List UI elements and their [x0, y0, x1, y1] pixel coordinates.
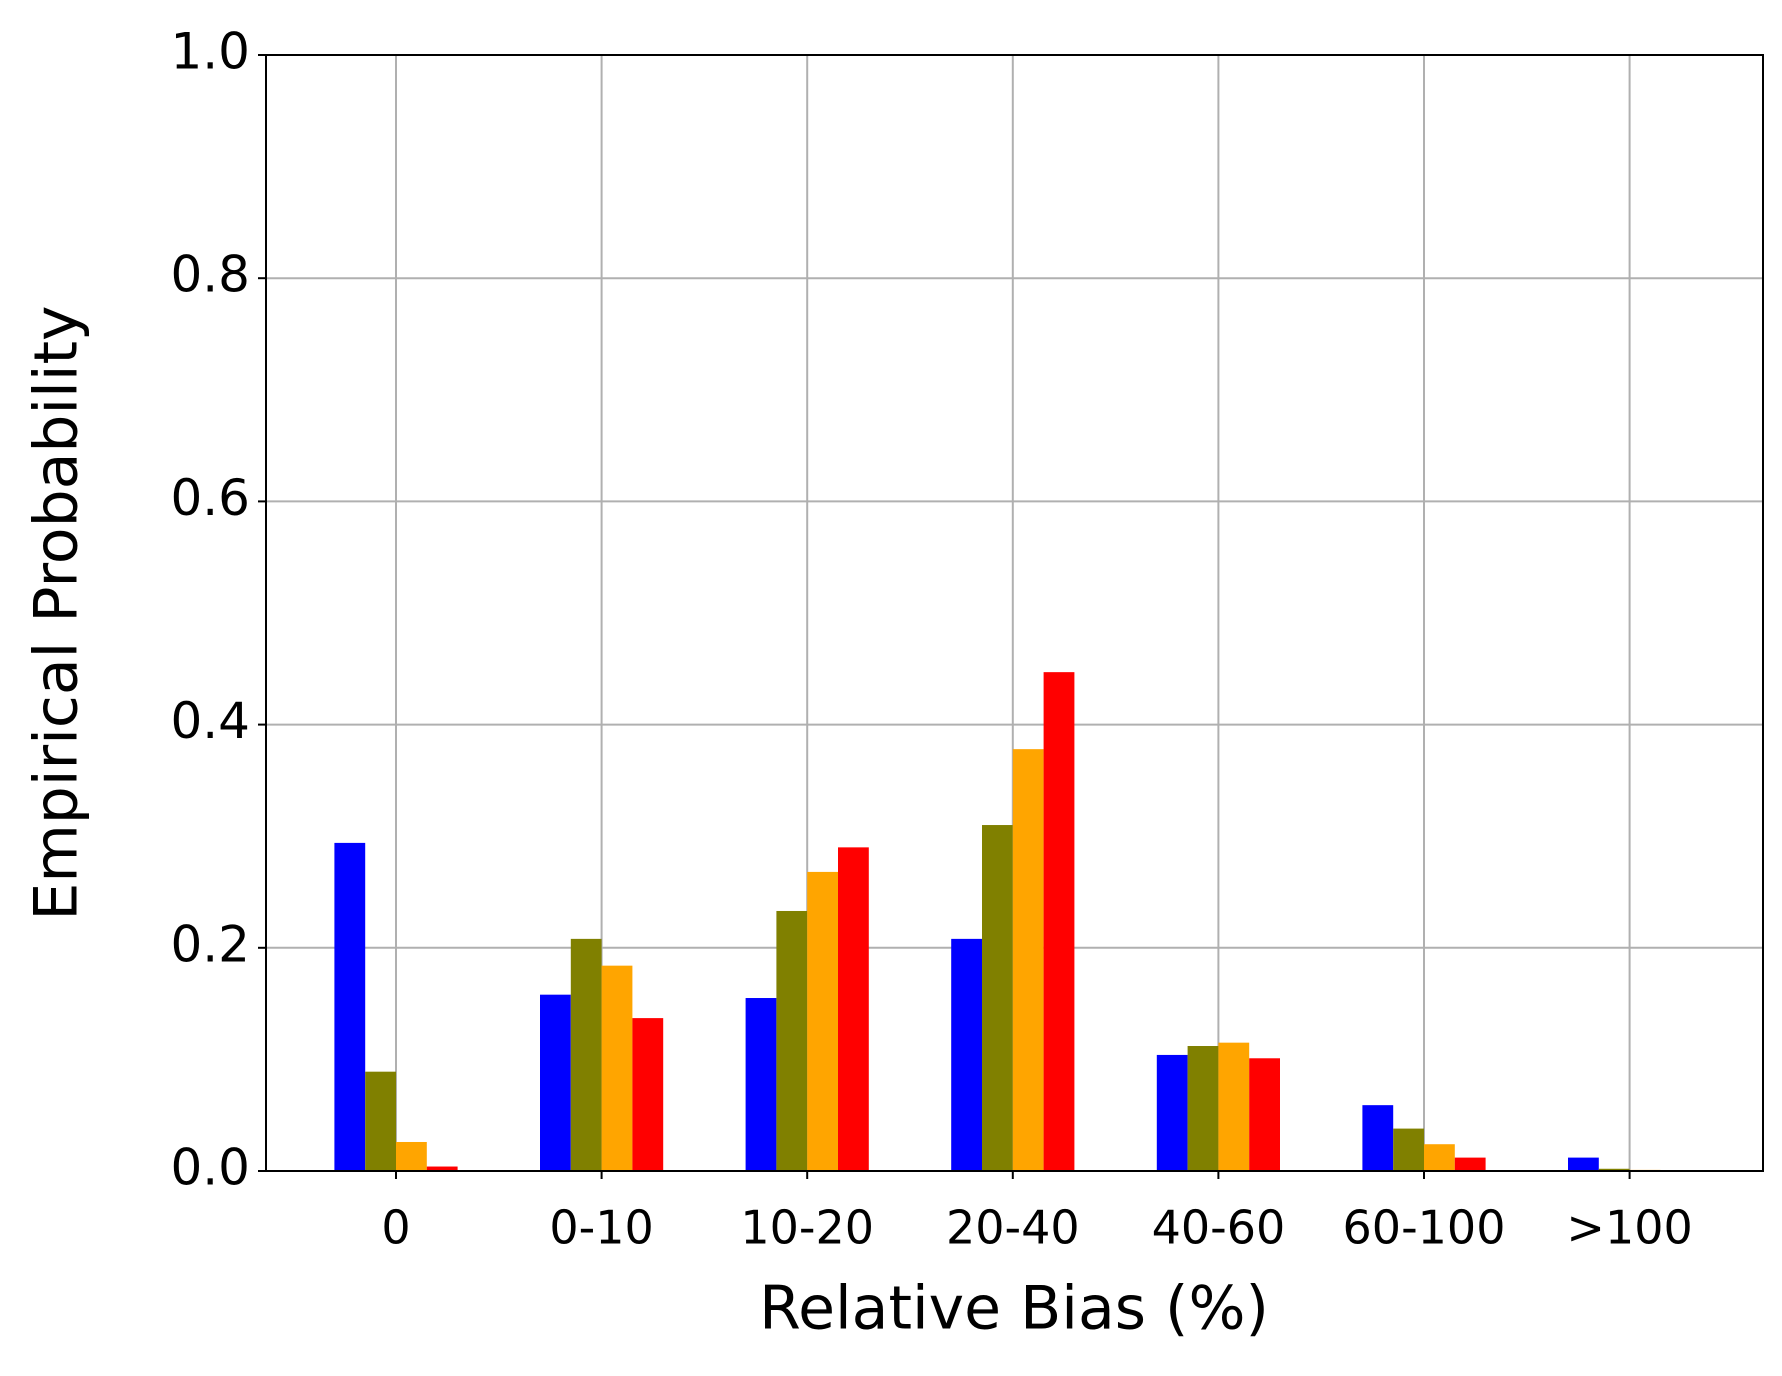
bar — [1043, 672, 1075, 1171]
bar — [1249, 1058, 1280, 1171]
bar — [426, 1166, 458, 1171]
y-tick-label: 1.0 — [170, 23, 250, 81]
y-tick-label: 0.2 — [170, 915, 250, 973]
bar — [1598, 1168, 1630, 1171]
bar — [365, 1071, 396, 1171]
bar — [807, 871, 838, 1171]
bar — [1424, 1144, 1455, 1171]
y-axis-label: Empirical Probability — [22, 305, 92, 920]
bar — [1187, 1046, 1219, 1171]
x-tick-label: 40-60 — [1152, 1201, 1286, 1255]
bar — [1568, 1157, 1599, 1171]
x-tick-label: 10-20 — [740, 1201, 874, 1255]
bar — [1454, 1157, 1486, 1171]
bar — [951, 938, 982, 1171]
bar — [540, 994, 571, 1171]
x-axis-label: Relative Bias (%) — [759, 1274, 1269, 1344]
plot-frame — [265, 54, 1764, 1172]
bar — [1362, 1105, 1394, 1171]
bar — [1012, 749, 1044, 1171]
x-tick-label: 60-100 — [1343, 1201, 1506, 1255]
bar — [396, 1141, 427, 1171]
y-tick-label: 0.6 — [170, 469, 250, 527]
x-tick-label: 0-10 — [549, 1201, 653, 1255]
bar — [1218, 1042, 1250, 1171]
bar — [334, 842, 366, 1171]
bar — [745, 998, 777, 1171]
y-tick-label: 0.4 — [170, 692, 250, 750]
bar — [982, 825, 1013, 1171]
bar — [1393, 1128, 1424, 1171]
bar — [838, 847, 869, 1171]
bar — [1156, 1054, 1188, 1171]
x-tick-label: 0 — [381, 1201, 410, 1255]
x-tick-label: 20-40 — [946, 1201, 1080, 1255]
bar — [570, 938, 602, 1171]
bar — [601, 965, 633, 1171]
x-tick-label: >100 — [1566, 1201, 1692, 1255]
y-tick-label: 0.8 — [170, 246, 250, 304]
bar — [776, 910, 808, 1171]
y-tick-label: 0.0 — [170, 1139, 250, 1197]
bar — [632, 1018, 664, 1171]
